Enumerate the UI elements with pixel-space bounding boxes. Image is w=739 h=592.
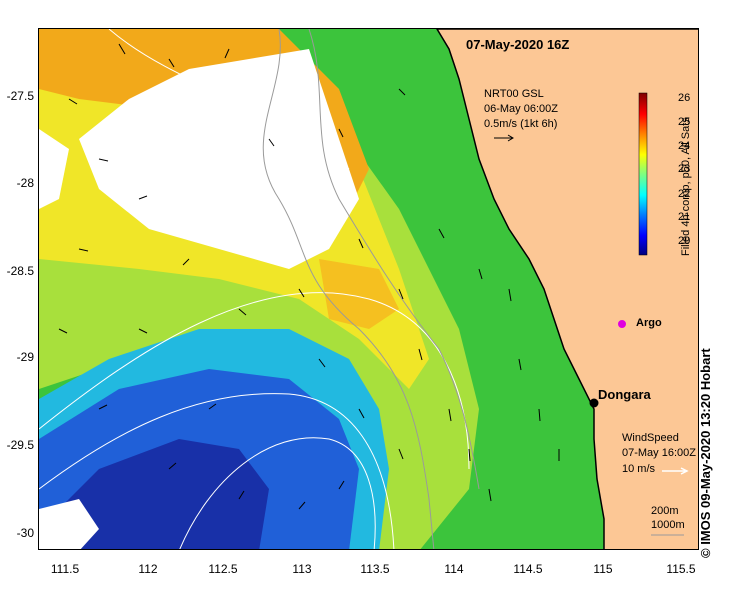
- dongara-marker[interactable]: [589, 398, 599, 408]
- sst-contour-4: [108, 29, 350, 170]
- lat-tick-27-5: -27.5: [6, 89, 34, 103]
- sst-band-orange-2: [319, 259, 399, 329]
- cbar-tick-23: 23: [678, 163, 691, 175]
- sst-map: [38, 28, 699, 550]
- current-legend-line1: NRT00 GSL: [484, 88, 544, 100]
- lon-tick-115: 115: [593, 562, 613, 576]
- wind-legend-arrow: [662, 467, 689, 475]
- lon-tick-114-5: 114.5: [513, 562, 543, 576]
- sst-contour-3: [39, 292, 470, 470]
- lon-tick-114: 114: [444, 562, 464, 576]
- lat-tick-30: -30: [16, 526, 34, 540]
- isobath-200m: [308, 29, 480, 490]
- sst-field: [39, 29, 698, 549]
- colorbar: [638, 92, 648, 256]
- argo-label: Argo: [636, 317, 662, 329]
- wind-legend-line3: 10 m/s: [622, 463, 656, 475]
- sst-contour-1: [39, 393, 395, 549]
- land: [436, 29, 698, 549]
- vector-arrows: [58, 43, 560, 510]
- lat-tick-28: -28: [16, 176, 34, 190]
- cbar-tick-21: 21: [678, 211, 691, 223]
- imos-credit: © IMOS 09-May-2020 13:20 Hobart: [698, 348, 713, 558]
- lon-tick-113-5: 113.5: [360, 562, 390, 576]
- isobath-legend-1000m: 1000m: [651, 519, 685, 531]
- cloud-mask-2: [39, 129, 69, 209]
- wind-legend-line1: WindSpeed: [622, 432, 679, 444]
- lon-tick-111-5: 111.5: [50, 562, 80, 576]
- sst-contour-2: [179, 437, 376, 549]
- lon-tick-112-5: 112.5: [208, 562, 238, 576]
- cbar-tick-20: 20: [678, 235, 691, 247]
- lon-tick-113: 113: [292, 562, 312, 576]
- lon-tick-112: 112: [138, 562, 158, 576]
- isobath-legend-200m: 200m: [651, 505, 679, 517]
- colorbar-label: Filled 4h comp, p50, All Sats: [680, 117, 692, 256]
- wind-legend-line2: 07-May 16:00Z: [622, 447, 696, 459]
- argo-marker[interactable]: [618, 320, 626, 328]
- dongara-label: Dongara: [598, 387, 651, 402]
- current-legend-arrow: [494, 134, 514, 142]
- sst-band-deepblue: [59, 439, 269, 549]
- cloud-mask: [79, 49, 359, 269]
- cbar-tick-24: 24: [678, 140, 691, 152]
- map-title: 07-May-2020 16Z: [466, 37, 570, 52]
- current-legend-line3: 0.5m/s (1kt 6h): [484, 118, 558, 130]
- cbar-tick-22: 22: [678, 188, 691, 200]
- cbar-tick-25: 25: [678, 116, 691, 128]
- lat-tick-28-5: -28.5: [6, 264, 34, 278]
- isobath-1000m: [262, 29, 435, 549]
- cbar-tick-26: 26: [678, 92, 691, 104]
- cloud-mask-3: [39, 499, 99, 549]
- lat-tick-29: -29: [16, 350, 34, 364]
- lat-tick-29-5: -29.5: [6, 438, 34, 452]
- current-legend-line2: 06-May 06:00Z: [484, 103, 558, 115]
- lon-tick-115-5: 115.5: [666, 562, 696, 576]
